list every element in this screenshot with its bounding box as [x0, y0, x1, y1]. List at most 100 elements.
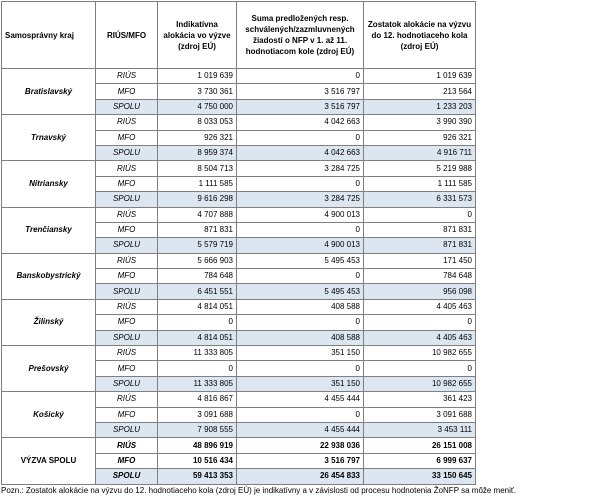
region-cell: Banskobystrický	[1, 252, 96, 300]
table-row: MFO 0 0 0	[2, 360, 476, 377]
value-cell: 0	[236, 175, 364, 193]
value-cell: 0	[157, 314, 237, 331]
value-cell: 4 750 000	[157, 98, 237, 116]
value-cell: 351 150	[236, 345, 364, 362]
value-cell: 1 019 639	[157, 67, 237, 85]
table-row: SPOLU 7 908 555 4 455 444 3 453 111	[2, 421, 476, 439]
column-header: Suma predložených resp. schválených/zazm…	[236, 1, 364, 69]
type-cell: RIÚS	[95, 114, 158, 131]
table-row: Prešovský RIÚS 11 333 805 351 150 10 982 655	[1, 345, 476, 393]
type-cell: SPOLU	[95, 468, 158, 485]
value-cell: 4 707 888	[157, 206, 237, 223]
type-cell: RIÚS	[95, 391, 158, 408]
value-cell: 4 455 444	[236, 391, 364, 408]
type-cell: SPOLU	[95, 237, 158, 254]
value-cell: 10 982 655	[363, 375, 476, 393]
type-cell: MFO	[95, 406, 158, 423]
region-cell: Bratislavský	[1, 67, 96, 116]
value-cell: 926 321	[157, 129, 237, 146]
value-cell: 408 588	[236, 329, 364, 347]
value-cell: 0	[236, 67, 364, 85]
value-cell: 4 405 463	[363, 298, 476, 316]
type-cell: MFO	[95, 360, 158, 377]
table-row: Trenčiansky RIÚS 4 707 888 4 900 013 0	[1, 206, 476, 254]
column-header: Zostatok alokácie na výzvu do 12. hodnot…	[363, 1, 476, 69]
value-cell: 5 495 453	[236, 252, 364, 270]
value-cell: 871 831	[157, 221, 237, 239]
value-cell: 171 450	[363, 252, 476, 270]
value-cell: 0	[236, 129, 364, 146]
table-row: SPOLU 11 333 805 351 150 10 982 655	[2, 375, 476, 393]
value-cell: 0	[363, 360, 476, 377]
value-cell: 4 900 013	[236, 237, 364, 254]
value-cell: 408 588	[236, 298, 364, 316]
value-cell: 3 730 361	[157, 83, 237, 100]
value-cell: 0	[236, 406, 364, 423]
value-cell: 4 900 013	[236, 206, 364, 223]
type-cell: MFO	[95, 221, 158, 239]
value-cell: 1 111 585	[363, 175, 476, 193]
value-cell: 0	[236, 314, 364, 331]
value-cell: 3 284 725	[236, 160, 364, 177]
value-cell: 8 504 713	[157, 160, 237, 177]
value-cell: 7 908 555	[157, 421, 237, 439]
value-cell: 10 982 655	[363, 345, 476, 362]
type-cell: RIÚS	[95, 67, 158, 85]
value-cell: 4 042 663	[236, 144, 364, 162]
type-cell: RIÚS	[95, 206, 158, 223]
value-cell: 26 151 008	[363, 437, 476, 454]
type-cell: RIÚS	[95, 160, 158, 177]
table-row: SPOLU 5 579 719 4 900 013 871 831	[2, 237, 476, 254]
type-cell: SPOLU	[95, 283, 158, 300]
table-row: MFO 784 648 0 784 648	[2, 268, 476, 285]
value-cell: 213 564	[363, 83, 476, 100]
value-cell: 0	[363, 314, 476, 331]
value-cell: 4 816 867	[157, 391, 237, 408]
column-header: Samosprávny kraj	[1, 1, 96, 69]
value-cell: 871 831	[363, 237, 476, 254]
type-cell: RIÚS	[95, 437, 158, 454]
value-cell: 784 648	[363, 268, 476, 285]
value-cell: 5 219 988	[363, 160, 476, 177]
table-row: MFO 3 091 688 0 3 091 688	[2, 406, 476, 423]
region-cell: Trenčiansky	[1, 206, 96, 254]
value-cell: 4 814 051	[157, 298, 237, 316]
table-row: VÝZVA SPOLU RIÚS 48 896 919 22 938 036 26 15…	[1, 437, 476, 485]
value-cell: 5 579 719	[157, 237, 237, 254]
value-cell: 4 042 663	[236, 114, 364, 131]
type-cell: SPOLU	[95, 191, 158, 208]
value-cell: 4 814 051	[157, 329, 237, 347]
value-cell: 4 455 444	[236, 421, 364, 439]
table-row: MFO 10 516 434 3 516 797 6 999 637	[2, 452, 476, 470]
type-cell: SPOLU	[95, 98, 158, 116]
value-cell: 351 150	[236, 375, 364, 393]
region-cell: VÝZVA SPOLU	[1, 437, 96, 485]
value-cell: 956 098	[363, 283, 476, 300]
region-cell: Prešovský	[1, 345, 96, 393]
type-cell: MFO	[95, 314, 158, 331]
value-cell: 8 959 374	[157, 144, 237, 162]
value-cell: 11 333 805	[157, 375, 237, 393]
value-cell: 871 831	[363, 221, 476, 239]
value-cell: 3 990 390	[363, 114, 476, 131]
footnote: Pozn.: Zostatok alokácie na výzvu do 12.…	[1, 486, 517, 495]
value-cell: 8 033 053	[157, 114, 237, 131]
value-cell: 11 333 805	[157, 345, 237, 362]
value-cell: 1 019 639	[363, 67, 476, 85]
table-row: Bratislavský RIÚS 1 019 639 0 1 019 639	[1, 67, 476, 116]
table-row: MFO 0 0 0	[2, 314, 476, 331]
value-cell: 784 648	[157, 268, 237, 285]
region-cell: Trnavský	[1, 114, 96, 162]
value-cell: 4 916 711	[363, 144, 476, 162]
value-cell: 6 331 573	[363, 191, 476, 208]
type-cell: RIÚS	[95, 252, 158, 270]
value-cell: 4 405 463	[363, 329, 476, 347]
table-row: SPOLU 4 814 051 408 588 4 405 463	[2, 329, 476, 347]
table-row: SPOLU 8 959 374 4 042 663 4 916 711	[2, 144, 476, 162]
column-header: Indikatívna alokácia vo výzve (zdroj EÚ)	[157, 1, 237, 69]
table-row: Košický RIÚS 4 816 867 4 455 444 361 423	[1, 391, 476, 439]
type-cell: MFO	[95, 83, 158, 100]
value-cell: 0	[236, 360, 364, 377]
value-cell: 3 091 688	[157, 406, 237, 423]
value-cell: 3 516 797	[236, 98, 364, 116]
